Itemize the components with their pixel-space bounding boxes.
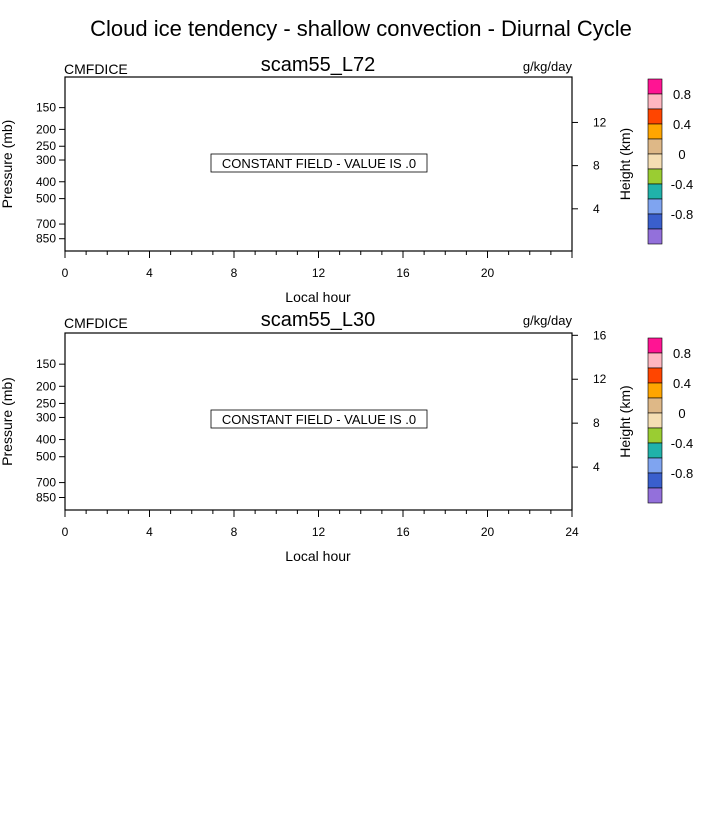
y-tick-label: 300 (36, 153, 56, 167)
colorbar-box (647, 427, 663, 444)
variable-label: CMFDICE (64, 315, 128, 331)
y-tick-label: 250 (36, 139, 56, 153)
x-tick-label: 8 (231, 525, 238, 539)
colorbar-box (647, 213, 663, 230)
y-right-tick-label: 8 (593, 159, 600, 173)
variable-label: CMFDICE (64, 61, 128, 77)
colorbar-label: 0.8 (673, 87, 691, 102)
y-tick-label: 250 (36, 396, 56, 410)
x-tick-label: 20 (481, 266, 495, 280)
x-tick-label: 8 (231, 266, 238, 280)
y-tick-label: 500 (36, 192, 56, 206)
y-axis-label: Pressure (mb) (0, 377, 15, 466)
x-tick-label: 4 (146, 266, 153, 280)
x-tick-label: 12 (312, 266, 326, 280)
main-title: Cloud ice tendency - shallow convection … (90, 16, 632, 41)
y-axis-label: Pressure (mb) (0, 120, 15, 209)
x-axis-label: Local hour (285, 289, 351, 305)
constant-field-message: CONSTANT FIELD - VALUE IS .0 (222, 412, 416, 427)
colorbar-label: -0.4 (671, 177, 693, 192)
colorbar-box (647, 442, 663, 459)
units-label: g/kg/day (523, 59, 573, 74)
colorbar-box (647, 183, 663, 200)
colorbar-box (647, 352, 663, 369)
colorbar-label: -0.4 (671, 436, 693, 451)
y-tick-label: 300 (36, 410, 56, 424)
units-label: g/kg/day (523, 313, 573, 328)
x-tick-label: 20 (481, 525, 495, 539)
colorbar-box (647, 153, 663, 170)
y-right-tick-label: 12 (593, 372, 607, 386)
y-right-axis-label: Height (km) (617, 385, 633, 457)
x-axis-label: Local hour (285, 548, 351, 564)
y-tick-label: 400 (36, 433, 56, 447)
y-right-tick-label: 4 (593, 460, 600, 474)
colorbar-box (647, 93, 663, 110)
colorbar-box (647, 138, 663, 155)
message-box (210, 153, 428, 173)
x-tick-label: 0 (62, 525, 69, 539)
colorbar-label: 0 (678, 147, 685, 162)
y-tick-label: 150 (36, 357, 56, 371)
colorbar-box (647, 123, 663, 140)
colorbar-box (647, 78, 663, 95)
colorbar-box (647, 472, 663, 489)
y-tick-label: 850 (36, 491, 56, 505)
message-box (210, 409, 428, 429)
panel-scam55_L30: CMFDICE scam55_L30 g/kg/day 0 4 8 12 16 20 24 Loca… (0, 309, 693, 564)
colorbar-box (647, 108, 663, 125)
y-tick-label: 400 (36, 175, 56, 189)
colorbar-box (647, 228, 663, 245)
y-tick-label: 700 (36, 476, 56, 490)
x-tick-label: 12 (312, 525, 326, 539)
y-tick-label: 150 (36, 101, 56, 115)
colorbar-box (647, 168, 663, 185)
colorbar-box (647, 337, 663, 354)
y-right-tick-label: 4 (593, 202, 600, 216)
y-tick-label: 500 (36, 450, 56, 464)
x-tick-label: 16 (396, 266, 410, 280)
x-tick-label: 16 (396, 525, 410, 539)
x-tick-label: 0 (62, 266, 69, 280)
x-tick-label: 24 (565, 525, 579, 539)
colorbar-label: -0.8 (671, 207, 693, 222)
y-right-tick-label: 12 (593, 115, 607, 129)
panel-title: scam55_L30 (261, 309, 376, 331)
colorbar-box (647, 367, 663, 384)
y-tick-label: 850 (36, 232, 56, 246)
colorbar-label: 0.4 (673, 376, 691, 391)
colorbar-box (647, 382, 663, 399)
colorbar-label: 0 (678, 406, 685, 421)
x-tick-label: 4 (146, 525, 153, 539)
colorbar-label: -0.8 (671, 466, 693, 481)
panel-scam55_L72: CMFDICE scam55_L72 g/kg/day 0 4 8 12 16 20 Local … (0, 54, 693, 305)
y-tick-label: 700 (36, 217, 56, 231)
y-tick-label: 200 (36, 122, 56, 136)
colorbar-box (647, 412, 663, 429)
colorbar-box (647, 457, 663, 474)
colorbar-label: 0.8 (673, 346, 691, 361)
y-right-tick-label: 16 (593, 328, 607, 342)
panel-title: scam55_L72 (261, 54, 376, 76)
colorbar-label: 0.4 (673, 117, 691, 132)
y-right-axis-label: Height (km) (617, 128, 633, 200)
colorbar-box (647, 397, 663, 414)
y-right-tick-label: 8 (593, 416, 600, 430)
constant-field-message: CONSTANT FIELD - VALUE IS .0 (222, 156, 416, 171)
y-tick-label: 200 (36, 379, 56, 393)
colorbar-box (647, 198, 663, 215)
colorbar-box (647, 487, 663, 504)
